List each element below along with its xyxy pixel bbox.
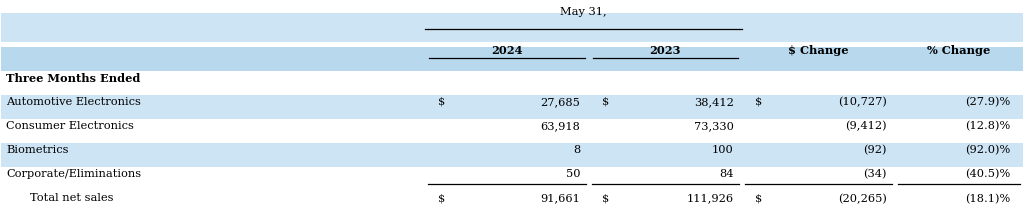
Bar [1,48,1023,71]
Text: $: $ [755,193,762,202]
Text: Total net sales: Total net sales [30,193,114,202]
Text: $ Change: $ Change [788,44,849,55]
Text: $: $ [755,96,762,106]
Text: (10,727): (10,727) [838,96,887,107]
Text: % Change: % Change [927,44,990,55]
Text: (40.5)%: (40.5)% [965,168,1011,178]
Text: (92.0)%: (92.0)% [965,144,1011,154]
Text: $: $ [438,96,445,106]
Text: 100: 100 [712,144,733,154]
Text: 38,412: 38,412 [693,96,733,106]
Text: Biometrics: Biometrics [6,144,69,154]
Text: (34): (34) [863,168,887,178]
Text: (18.1)%: (18.1)% [965,193,1011,203]
Text: 27,685: 27,685 [541,96,581,106]
Text: Automotive Electronics: Automotive Electronics [6,96,141,106]
Text: $: $ [602,96,609,106]
Text: (92): (92) [863,144,887,154]
Text: (12.8)%: (12.8)% [965,120,1011,131]
Text: Corporate/Eliminations: Corporate/Eliminations [6,168,141,178]
Bar [1,143,1023,167]
Text: $: $ [602,193,609,202]
Text: $: $ [438,193,445,202]
Text: 84: 84 [719,168,733,178]
Text: Consumer Electronics: Consumer Electronics [6,120,134,130]
Text: 8: 8 [573,144,581,154]
Text: 73,330: 73,330 [693,120,733,130]
Text: 2023: 2023 [649,44,681,55]
Bar [1,95,1023,119]
Text: (20,265): (20,265) [838,193,887,203]
Text: (9,412): (9,412) [845,120,887,131]
Text: 63,918: 63,918 [541,120,581,130]
Text: (27.9)%: (27.9)% [965,96,1011,107]
Text: Three Months Ended: Three Months Ended [6,72,141,83]
Bar [1,14,1023,43]
Text: May 31,: May 31, [560,7,607,17]
Text: 91,661: 91,661 [541,193,581,202]
Text: 111,926: 111,926 [686,193,733,202]
Text: 2024: 2024 [492,44,522,55]
Text: 50: 50 [566,168,581,178]
